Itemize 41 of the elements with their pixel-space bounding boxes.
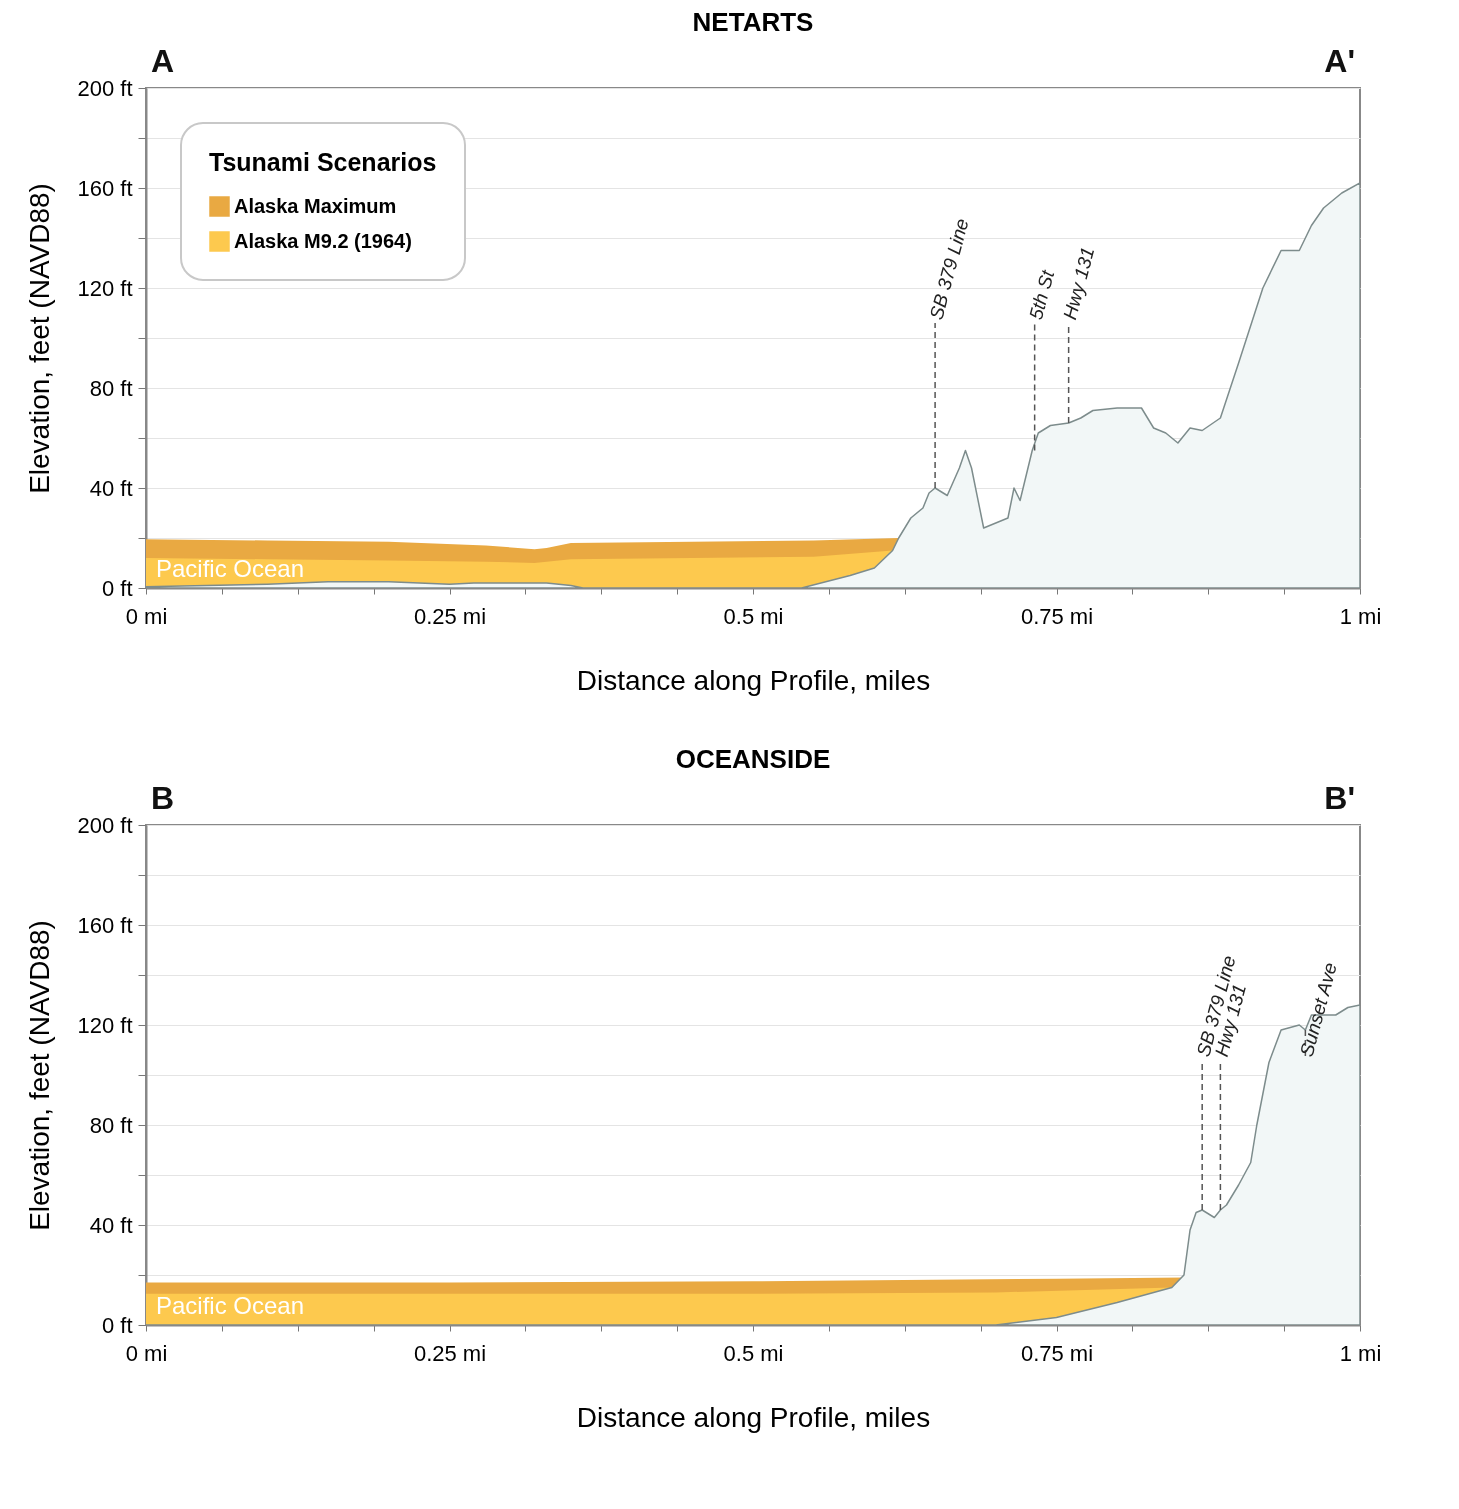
x-tick-label: 0 mi [125,1340,168,1366]
y-tick-label: 0 ft [101,575,133,601]
x-tick-label: 0 mi [125,603,168,629]
x-tick-label: 0.5 mi [723,603,784,629]
x-tick-label: 0.75 mi [1020,603,1094,629]
text: A' [1324,43,1355,79]
x-tick-label: 0.25 mi [413,1340,487,1366]
x-tick-label: 1 mi [1339,603,1382,629]
y-tick-label: 40 ft [89,475,133,501]
y-tick-label: 200 ft [77,812,133,838]
y-tick-label: 80 ft [89,1112,133,1138]
y-tick-label: 200 ft [77,75,133,101]
text: A [151,43,175,79]
chart-title: OCEANSIDE [675,744,831,774]
y-tick-label: 160 ft [77,175,133,201]
x-axis-title: Distance along Profile, miles [576,1401,931,1433]
y-tick-label: 0 ft [101,1312,133,1338]
x-axis-title: Distance along Profile, miles [576,664,931,696]
y-tick-label: 160 ft [77,912,133,938]
ref-line-label: Hwy 131 [1059,244,1099,322]
y-tick-label: 40 ft [89,1212,133,1238]
legend-label: Alaska Maximum [234,194,397,217]
y-tick-label: 120 ft [77,1012,133,1038]
text: B [151,780,175,816]
ref-line-label: SB 379 Line [925,216,973,322]
text: B' [1324,780,1355,816]
ref-line-label: 5th St [1025,267,1059,322]
ref-line-label: Sunset Ave [1295,960,1341,1059]
annotation: Pacific Ocean [156,555,305,582]
x-tick-label: 0.75 mi [1020,1340,1094,1366]
annotation: Pacific Ocean [156,1292,305,1319]
y-tick-label: 120 ft [77,275,133,301]
legend-label: Alaska M9.2 (1964) [234,229,412,252]
chart-title: NETARTS [692,7,814,37]
x-tick-label: 0.5 mi [723,1340,784,1366]
x-tick-label: 1 mi [1339,1340,1382,1366]
y-tick-label: 80 ft [89,375,133,401]
x-tick-label: 0.25 mi [413,603,487,629]
y-axis-title: Elevation, feet (NAVD88) [24,920,56,1231]
legend-title: Tsunami Scenarios [209,148,437,176]
y-axis-title: Elevation, feet (NAVD88) [24,183,56,494]
